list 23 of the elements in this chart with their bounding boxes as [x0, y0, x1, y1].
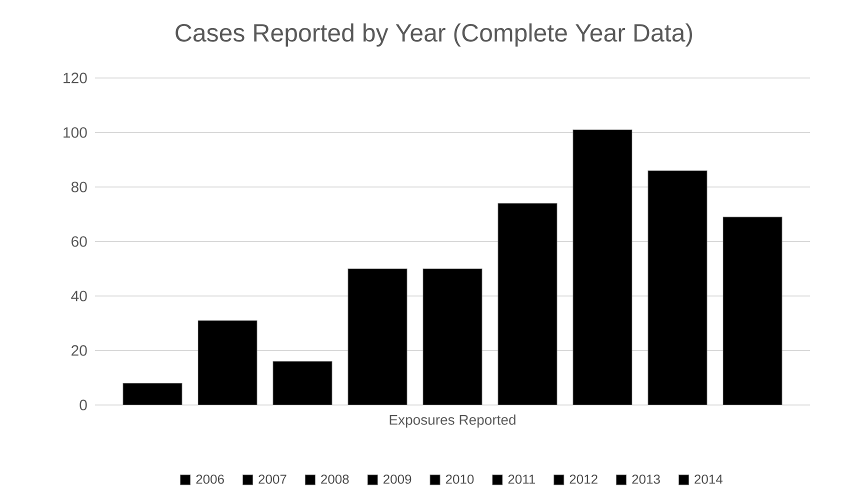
y-tick-label: 40 [71, 290, 87, 302]
x-tick-label: Exposures Reported [390, 414, 516, 428]
legend-label: 2008 [321, 474, 349, 484]
bar [122, 382, 182, 405]
bar [198, 320, 258, 405]
legend-label: 2012 [570, 474, 598, 484]
legend-label: 2006 [196, 474, 224, 484]
bar [422, 268, 482, 405]
legend-label: 2010 [446, 474, 474, 484]
legend-label: 2013 [632, 474, 660, 484]
y-tick-label: 100 [64, 127, 87, 138]
legend-label: 2007 [258, 474, 286, 484]
y-tick-label: 20 [72, 345, 87, 356]
bar [348, 268, 408, 405]
chart-title: Cases Reported by Year (Complete Year Data) [176, 23, 692, 47]
bar [572, 130, 632, 405]
y-tick-label: 120 [64, 72, 87, 84]
y-tick-label: 0 [80, 400, 87, 410]
y-tick-label: 60 [72, 236, 87, 247]
y-tick-label: 80 [71, 182, 87, 192]
legend-label: 2014 [694, 474, 723, 484]
legend-label: 2011 [508, 474, 536, 484]
legend-label: 2009 [384, 474, 412, 484]
